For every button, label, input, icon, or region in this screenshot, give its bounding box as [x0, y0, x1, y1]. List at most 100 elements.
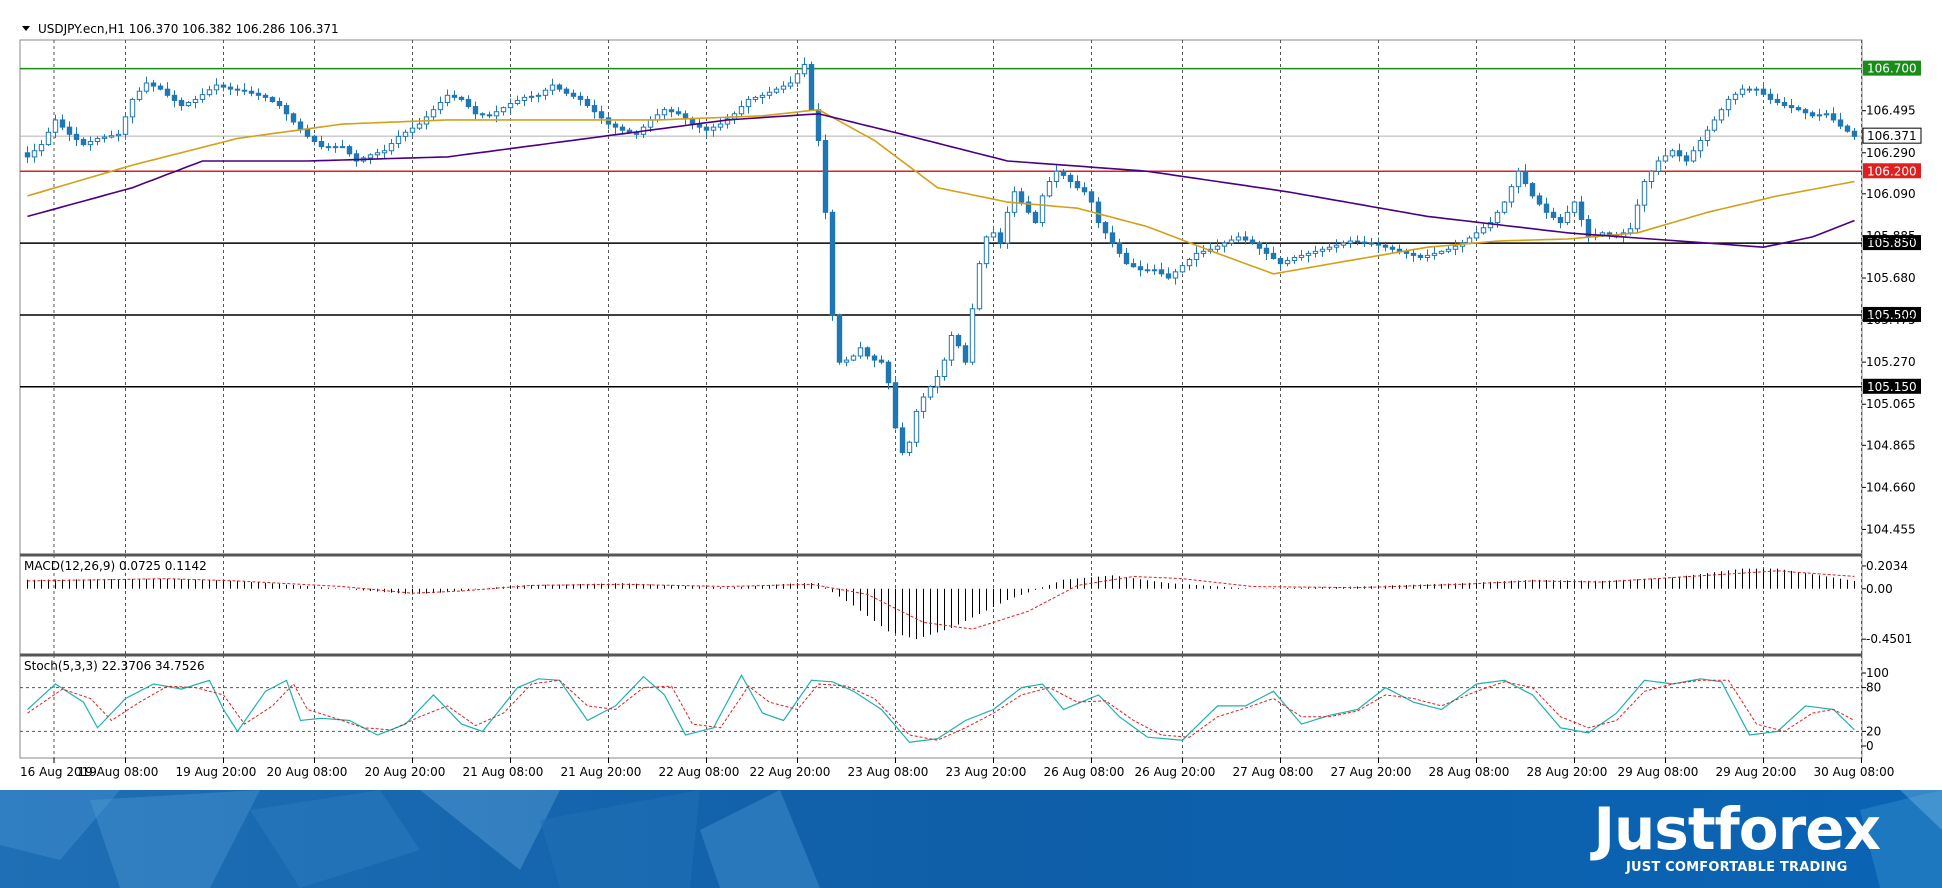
- collapse-arrow-icon: [22, 26, 30, 31]
- candle: [1732, 93, 1739, 100]
- y-tick-label: 106.290: [1866, 146, 1916, 160]
- candle: [1725, 98, 1732, 111]
- candle: [619, 126, 626, 131]
- candle: [1823, 113, 1830, 116]
- candle: [416, 123, 423, 129]
- y-tick-label: 105.475: [1866, 313, 1916, 327]
- x-tick-label: 27 Aug 20:00: [1331, 765, 1412, 779]
- candle: [1781, 102, 1788, 107]
- candle: [892, 382, 899, 429]
- candle: [1844, 125, 1851, 132]
- candle: [87, 141, 94, 146]
- candle: [1417, 254, 1424, 258]
- candle: [514, 99, 521, 105]
- x-tick-label: 16 Aug 2019: [20, 765, 97, 779]
- candle: [1249, 239, 1256, 244]
- candle: [157, 85, 164, 90]
- candle: [1753, 88, 1760, 91]
- candle: [1312, 250, 1319, 254]
- level-tag: [1863, 306, 1921, 322]
- candle: [1256, 242, 1263, 249]
- candle: [1214, 245, 1221, 250]
- candle: [556, 84, 563, 90]
- candle: [1102, 222, 1109, 234]
- candle: [73, 133, 80, 140]
- candle: [1025, 201, 1032, 213]
- candle: [1809, 112, 1816, 117]
- candle: [1095, 201, 1102, 224]
- price-panel-frame: [19, 39, 1863, 556]
- candle: [1578, 201, 1585, 220]
- stoch-y-tick-label: 0: [1866, 739, 1874, 753]
- x-tick-label: 28 Aug 08:00: [1429, 765, 1510, 779]
- y-tick-label: 104.660: [1866, 480, 1916, 494]
- candle: [1690, 150, 1697, 162]
- candle: [339, 146, 346, 149]
- candle: [1676, 150, 1683, 157]
- candle: [1529, 183, 1536, 197]
- candle: [1270, 252, 1277, 260]
- candle: [1662, 155, 1669, 162]
- candle: [185, 102, 192, 107]
- candle: [171, 94, 178, 101]
- candle: [570, 92, 577, 97]
- candle: [976, 263, 983, 310]
- x-tick-label: 29 Aug 08:00: [1618, 765, 1699, 779]
- candle: [444, 94, 451, 103]
- candle: [864, 347, 871, 357]
- candle: [1851, 130, 1858, 137]
- candle: [1508, 186, 1515, 203]
- y-tick-label: 104.455: [1866, 522, 1916, 536]
- candle: [724, 118, 731, 125]
- candle: [1004, 211, 1011, 244]
- candle: [941, 359, 948, 378]
- candle: [668, 109, 675, 113]
- candle: [1221, 242, 1228, 247]
- candle: [836, 314, 843, 363]
- candle: [1487, 222, 1494, 229]
- candle: [752, 96, 759, 100]
- candle: [80, 138, 87, 146]
- x-tick-label: 27 Aug 08:00: [1233, 765, 1314, 779]
- candle: [1501, 201, 1508, 213]
- candle: [1242, 236, 1249, 241]
- candle: [1746, 88, 1753, 91]
- candle: [577, 95, 584, 100]
- candle: [143, 82, 150, 92]
- candle: [983, 236, 990, 265]
- candle: [234, 88, 241, 91]
- candle: [241, 89, 248, 92]
- candle: [1550, 211, 1557, 218]
- x-tick-label: 22 Aug 20:00: [750, 765, 831, 779]
- candle: [689, 118, 696, 125]
- macd-title: MACD(12,26,9) 0.0725 0.1142: [24, 559, 207, 573]
- level-tag: [1863, 163, 1921, 179]
- candle: [1424, 254, 1431, 258]
- candle: [192, 98, 199, 103]
- candle: [1760, 88, 1767, 95]
- candle: [1200, 250, 1207, 254]
- candle: [353, 153, 360, 162]
- x-tick-label: 30 Aug 08:00: [1814, 765, 1895, 779]
- candle: [66, 126, 73, 135]
- candle: [675, 111, 682, 115]
- candle: [129, 98, 136, 118]
- candle: [381, 150, 388, 154]
- candle: [1522, 170, 1529, 185]
- justforex-logo: Justforex JUST COMFORTABLE TRADING: [1593, 798, 1881, 876]
- candle: [1634, 204, 1641, 230]
- candle: [486, 114, 493, 117]
- candle: [843, 359, 850, 363]
- candle: [290, 113, 297, 123]
- candle: [647, 119, 654, 128]
- candle: [402, 131, 409, 137]
- candle: [374, 152, 381, 156]
- candle: [899, 427, 906, 453]
- candle: [108, 135, 115, 138]
- candle: [1445, 248, 1452, 252]
- candle: [1081, 187, 1088, 193]
- candle: [1466, 237, 1473, 244]
- candle: [1333, 244, 1340, 248]
- candle: [612, 123, 619, 128]
- level-label: 106.700: [1867, 62, 1917, 76]
